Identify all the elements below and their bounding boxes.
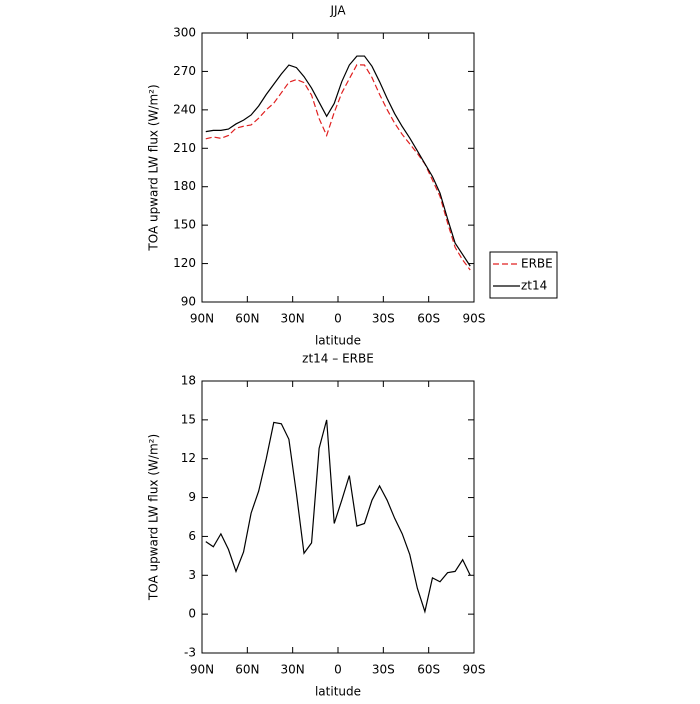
- y-tick-label: 240: [173, 102, 196, 116]
- x-tick-label: 90N: [190, 312, 214, 326]
- plot-frame: [201, 32, 475, 303]
- x-tick-label: 30S: [372, 312, 395, 326]
- chart-title: zt14 – ERBE: [302, 352, 374, 366]
- x-tick-label: 30N: [281, 312, 305, 326]
- y-tick-label: 0: [188, 607, 196, 621]
- y-tick-label: 12: [181, 451, 196, 465]
- y-tick-label: 150: [173, 218, 196, 232]
- x-tick-label: 30N: [281, 663, 305, 677]
- y-tick-label: 300: [173, 26, 196, 40]
- x-tick-label: 0: [334, 663, 342, 677]
- data-line: [205, 64, 471, 271]
- plot-frame: [201, 380, 475, 654]
- x-tick-label: 60N: [235, 663, 259, 677]
- y-tick-label: 9: [188, 490, 196, 504]
- x-axis-label: latitude: [315, 685, 361, 699]
- legend-box: [489, 251, 558, 299]
- y-tick-label: 180: [173, 179, 196, 193]
- y-axis-label: TOA upward LW flux (W/m²): [147, 434, 161, 601]
- y-tick-label: 90: [181, 295, 196, 309]
- y-tick-label: 3: [188, 568, 196, 582]
- x-tick-label: 60N: [235, 312, 259, 326]
- y-tick-label: 6: [188, 529, 196, 543]
- x-tick-label: 90S: [463, 312, 486, 326]
- x-tick-label: 60S: [417, 312, 440, 326]
- y-tick-label: -3: [184, 646, 196, 660]
- x-tick-label: 30S: [372, 663, 395, 677]
- y-tick-label: 15: [181, 412, 196, 426]
- data-line: [205, 419, 471, 614]
- x-tick-label: 60S: [417, 663, 440, 677]
- data-line: [205, 55, 471, 267]
- x-tick-label: 0: [334, 312, 342, 326]
- y-tick-label: 18: [181, 374, 196, 388]
- x-tick-label: 90N: [190, 663, 214, 677]
- x-tick-label: 90S: [463, 663, 486, 677]
- y-tick-label: 120: [173, 256, 196, 270]
- legend-label: ERBE: [521, 257, 553, 271]
- y-axis-label: TOA upward LW flux (W/m²): [147, 84, 161, 251]
- y-tick-label: 270: [173, 64, 196, 78]
- legend-label: zt14: [521, 279, 547, 293]
- x-axis-label: latitude: [315, 334, 361, 348]
- chart-title: JJA: [329, 4, 346, 18]
- y-tick-label: 210: [173, 141, 196, 155]
